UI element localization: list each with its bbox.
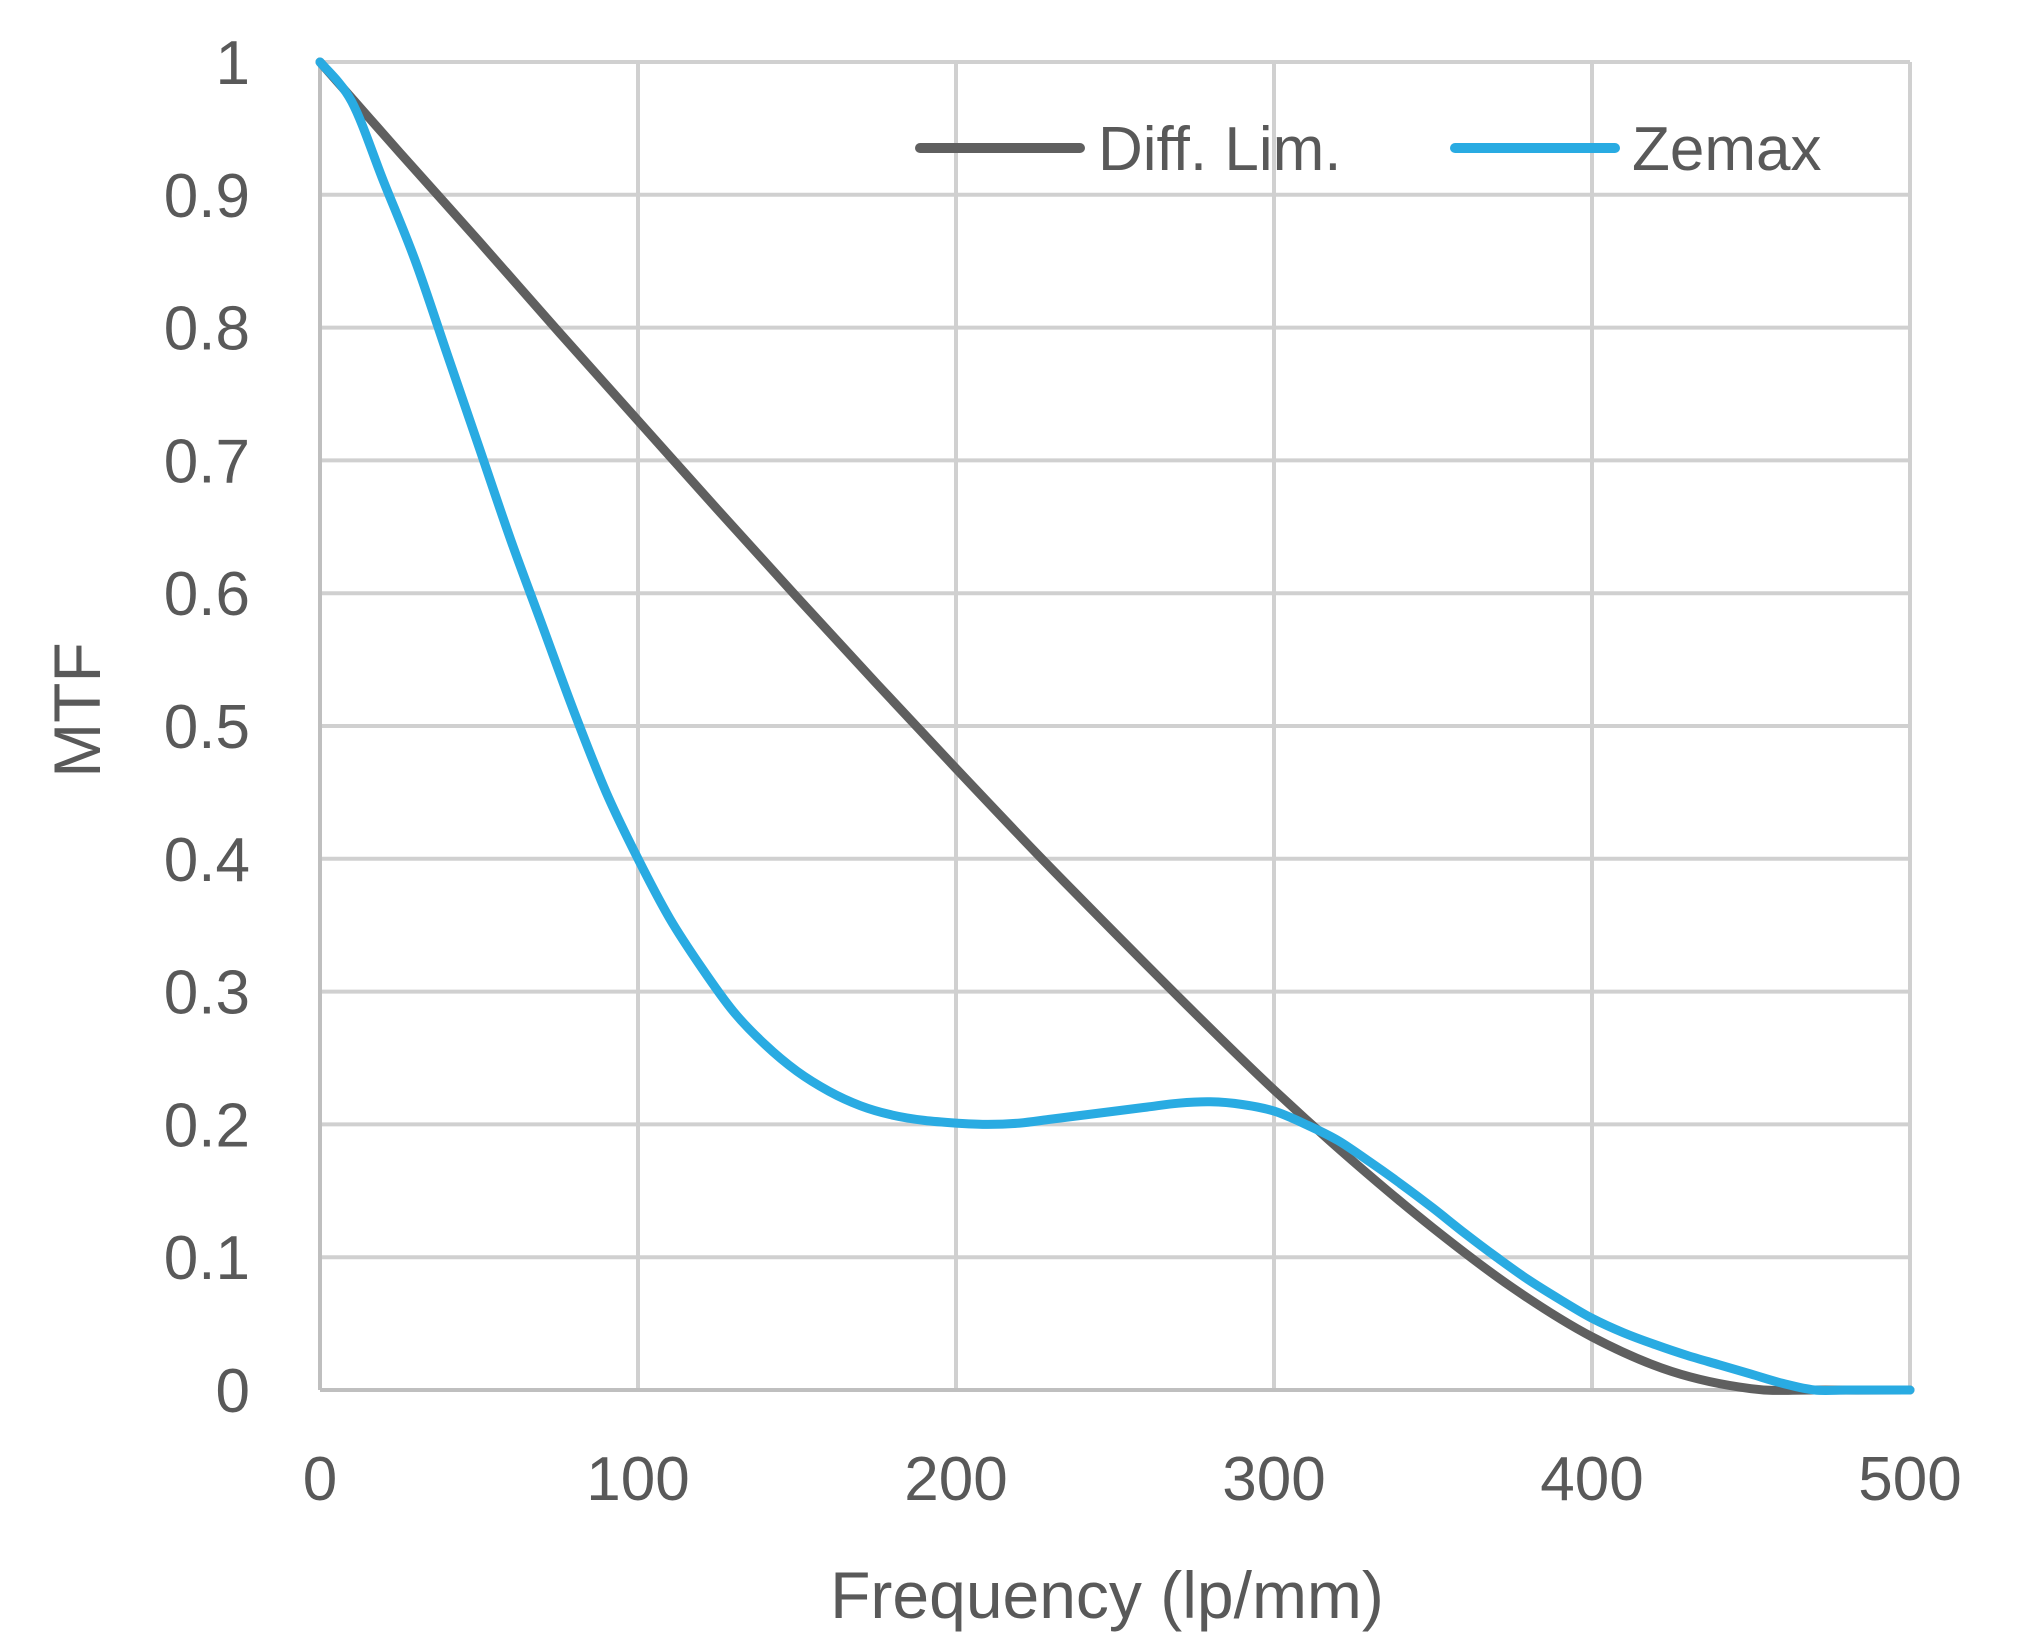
y-tick-label: 0.1 (164, 1224, 250, 1293)
tick-labels: 0 0.1 0.2 0.3 0.4 0.5 0.6 0.7 0.8 0.9 1 0 100 200 300 4… (164, 29, 1962, 1514)
x-tick-label: 100 (586, 1445, 689, 1514)
y-tick-label: 0.8 (164, 295, 250, 364)
x-tick-label: 0 (303, 1445, 337, 1514)
y-tick-label: 0.6 (164, 560, 250, 629)
x-tick-label: 200 (904, 1445, 1007, 1514)
x-tick-label: 300 (1222, 1445, 1325, 1514)
y-axis-title: MTF (40, 642, 114, 778)
grid (320, 60, 1912, 1390)
y-tick-label: 0.7 (164, 427, 250, 496)
legend-label-diff-lim: Diff. Lim. (1098, 115, 1341, 184)
y-tick-label: 0 (216, 1357, 250, 1426)
x-axis-title: Frequency (lp/mm) (830, 1558, 1384, 1632)
series-line-zemax (315, 57, 1915, 1395)
y-tick-label: 0.9 (164, 162, 250, 231)
legend-label-zemax: Zemax (1632, 115, 1821, 184)
x-tick-label: 500 (1858, 1445, 1961, 1514)
series-line-diff-lim (315, 57, 1915, 1395)
y-tick-label: 0.5 (164, 693, 250, 762)
y-tick-label: 0.3 (164, 959, 250, 1028)
y-tick-label: 0.2 (164, 1091, 250, 1160)
legend: Diff. Lim. Zemax (915, 115, 1821, 184)
y-tick-label: 0.4 (164, 826, 250, 895)
axes (318, 62, 1910, 1392)
series-group (315, 57, 1915, 1395)
y-tick-label: 1 (216, 29, 250, 98)
x-tick-label: 400 (1540, 1445, 1643, 1514)
